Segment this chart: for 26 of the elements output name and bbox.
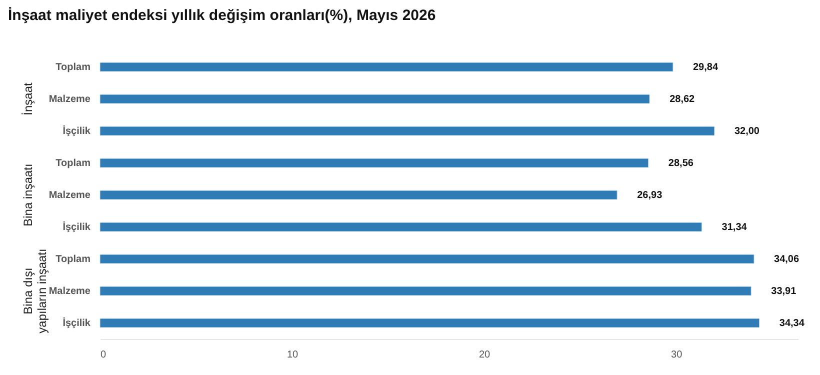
y-tick-label: Malzeme	[48, 190, 91, 201]
text: Bina inşaatı	[21, 164, 35, 226]
data-label: 34,06	[774, 254, 800, 265]
data-label: 31,34	[722, 222, 748, 233]
x-tick-label: 10	[286, 350, 299, 360]
y-tick-label: İşçilik	[62, 317, 91, 329]
x-tick-label: 30	[671, 350, 683, 360]
y-tick-label: İşçilik	[62, 221, 91, 233]
y-tick-label: Toplam	[56, 254, 91, 265]
data-label: 28,62	[670, 94, 696, 105]
y-tick-label: İşçilik	[62, 125, 91, 137]
text: Bina dışı yapıların inşaatı	[21, 248, 49, 334]
data-label: 34,34	[779, 318, 805, 329]
data-label: 28,56	[668, 158, 694, 169]
y-tick-label: Malzeme	[48, 94, 91, 105]
y-tick-label: Malzeme	[48, 286, 91, 297]
y-tick-label: Toplam	[56, 62, 91, 73]
data-label: 26,93	[637, 190, 663, 201]
data-label: 29,84	[692, 62, 718, 73]
y-tick-label: Toplam	[56, 158, 91, 169]
x-tick-label: 0	[100, 350, 106, 360]
data-label: 32,00	[734, 126, 760, 137]
text: İnşaat	[21, 82, 35, 116]
data-label: 33,91	[771, 286, 797, 297]
x-tick-label: 20	[478, 350, 491, 360]
chart-title: İnşaat maliyet endeksi yıllık değişim oranları(%), Mayıs 2026	[8, 7, 436, 24]
